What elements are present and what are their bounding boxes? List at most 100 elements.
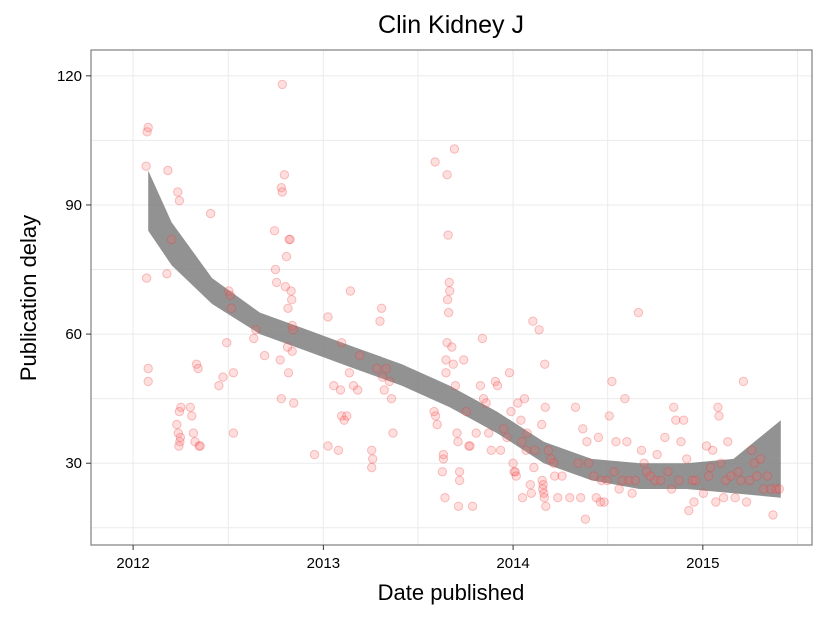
data-point [762, 471, 772, 481]
data-point [537, 475, 547, 486]
data-point [464, 441, 474, 451]
data-point [539, 488, 549, 498]
data-point [309, 449, 320, 460]
data-point [698, 488, 709, 498]
data-point [701, 441, 712, 451]
data-point [548, 458, 559, 468]
data-point [379, 385, 389, 395]
data-point [194, 441, 204, 451]
data-point [582, 437, 592, 447]
data-point [543, 445, 554, 455]
data-point [441, 368, 451, 378]
data-point [437, 467, 448, 477]
data-point [280, 282, 291, 292]
data-point [508, 458, 518, 468]
data-point [611, 437, 621, 447]
data-point [323, 441, 333, 451]
data-point [596, 475, 607, 486]
data-point [771, 484, 781, 494]
data-point [755, 454, 766, 464]
data-point [676, 437, 686, 447]
data-point [607, 376, 617, 387]
data-point [550, 471, 560, 481]
data-point [620, 394, 630, 404]
data-point [222, 338, 232, 348]
data-point [744, 475, 755, 486]
data-point [766, 484, 776, 494]
data-point [642, 467, 652, 477]
data-point [454, 475, 465, 486]
data-point [174, 196, 185, 206]
y-tick-label: 30 [65, 455, 82, 472]
data-point [511, 471, 521, 481]
data-point [513, 398, 523, 408]
data-point [684, 505, 694, 516]
data-point [193, 363, 203, 374]
data-point [671, 415, 681, 425]
data-point [381, 363, 391, 374]
data-point [368, 454, 378, 464]
data-point [617, 475, 627, 486]
data-point [599, 497, 609, 507]
x-tick-label: 2014 [496, 555, 529, 572]
data-point [173, 187, 183, 197]
data-point [386, 394, 397, 404]
data-point [288, 325, 298, 335]
data-point [377, 372, 388, 382]
axis-layer: 30 60 90 120 2012 2013 2014 2015 [57, 68, 720, 572]
data-point [195, 441, 205, 451]
y-axis-title: Publication delay [16, 215, 41, 381]
data-point [703, 471, 714, 481]
data-point [429, 406, 439, 417]
data-point [529, 462, 539, 473]
data-point [546, 454, 556, 464]
data-point [669, 402, 679, 412]
data-point [540, 402, 550, 412]
data-point [442, 338, 452, 348]
data-point [452, 428, 462, 438]
data-point [333, 445, 344, 455]
data-point [279, 170, 290, 180]
data-point [143, 122, 153, 133]
data-point [645, 471, 655, 481]
data-point [259, 350, 270, 361]
data-point [141, 273, 152, 283]
x-tick-label: 2015 [686, 555, 719, 572]
data-point [580, 514, 591, 524]
data-point [284, 234, 294, 245]
data-point [509, 467, 519, 477]
data-point [652, 449, 662, 460]
data-point [162, 269, 172, 279]
data-point [492, 381, 503, 391]
data-point [143, 363, 153, 374]
data-point [517, 437, 527, 447]
chart-title: Clin Kidney J [378, 11, 524, 39]
data-point [504, 368, 515, 378]
data-point [329, 381, 339, 391]
data-point [461, 406, 471, 417]
data-point [286, 286, 296, 296]
data-point [614, 484, 624, 494]
data-point [506, 406, 516, 417]
data-point [218, 372, 228, 382]
data-point [690, 475, 701, 486]
data-point [595, 497, 606, 507]
data-point [339, 415, 349, 425]
data-point [650, 475, 660, 486]
data-point [224, 286, 234, 296]
data-point [538, 484, 548, 494]
data-point [176, 402, 186, 412]
data-point [269, 226, 280, 236]
data-point [283, 303, 293, 313]
data-point [622, 437, 632, 447]
data-point [459, 355, 469, 365]
data-point [249, 333, 259, 344]
x-tick-label: 2012 [116, 555, 149, 572]
data-point [376, 303, 387, 313]
data-point [447, 342, 457, 352]
data-point [705, 462, 716, 473]
data-point [486, 445, 496, 455]
data-point [173, 428, 184, 438]
data-point [270, 264, 281, 275]
data-point [752, 471, 762, 481]
